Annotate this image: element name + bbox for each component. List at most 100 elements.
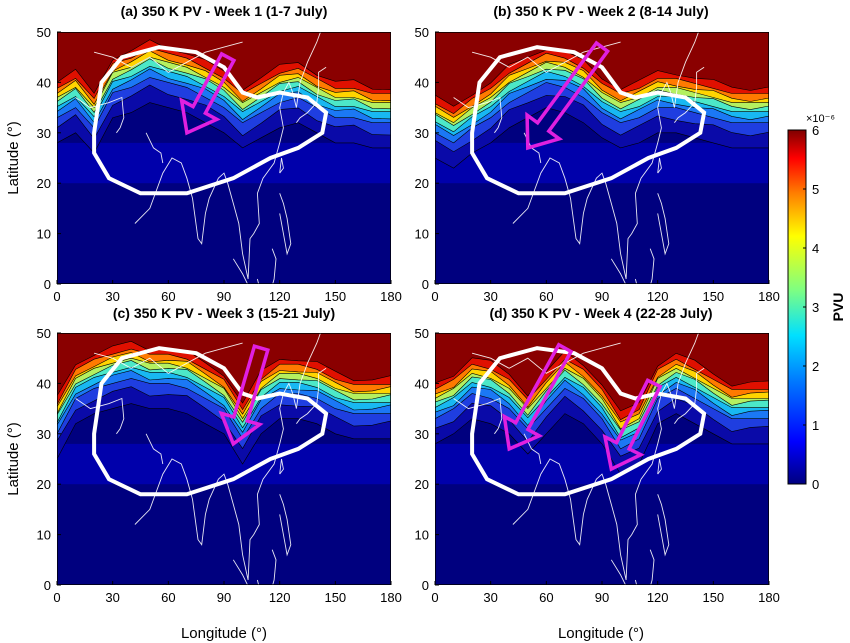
y-tick-label: 20 [415, 477, 429, 492]
coastline-segment [279, 458, 284, 475]
y-tick-label: 10 [415, 227, 429, 242]
x-tick-labels: 0 30 60 90 120 150 180 [431, 581, 780, 605]
x-tick-label: 30 [105, 289, 119, 304]
y-tick-label: 50 [415, 25, 429, 40]
x-tick-label: 60 [539, 289, 553, 304]
colorbar-tick-label: 5 [812, 182, 819, 197]
coastline-segment [657, 494, 670, 557]
x-axis-label-right: Longitude (°) [558, 625, 644, 642]
colorbar-tick-label: 3 [812, 300, 819, 315]
coastline-segment [634, 248, 655, 284]
y-tick-label: 40 [415, 75, 429, 90]
x-tick-label: 0 [431, 590, 438, 605]
anticyclone-contour [92, 346, 329, 497]
y-tick-labels: 0 10 20 30 40 50 [415, 326, 439, 593]
colorbar-tick-label: 6 [812, 123, 819, 138]
x-tick-label: 90 [595, 289, 609, 304]
y-axis-label-top: Latitude (°) [5, 121, 22, 195]
x-tick-labels: 0 30 60 90 120 150 180 [53, 581, 402, 605]
colorbar-tick-label: 2 [812, 359, 819, 374]
coastline-segment [232, 559, 249, 585]
y-tick-labels: 0 10 20 30 40 50 [415, 25, 439, 292]
y-tick-label: 40 [37, 376, 51, 391]
x-tick-label: 90 [217, 590, 231, 605]
intrusion-arrows [525, 40, 611, 151]
intrusion-arrows [179, 51, 237, 136]
y-tick-label: 50 [37, 25, 51, 40]
coastline-segment [610, 559, 627, 585]
intrusion-arrow [179, 51, 237, 136]
coastline-segment [256, 549, 277, 585]
coastline-segment [75, 96, 125, 134]
x-tick-label: 0 [431, 289, 438, 304]
y-tick-label: 40 [415, 376, 429, 391]
x-axis-label-left: Longitude (°) [181, 625, 267, 642]
intrusion-arrows [218, 344, 270, 447]
panel-b: (b) 350 K PV - Week 2 (8-14 July) 0 10 20 3… [415, 3, 780, 304]
x-tick-label: 0 [53, 289, 60, 304]
y-tick-label: 50 [37, 326, 51, 341]
panel-title: (b) 350 K PV - Week 2 (8-14 July) [493, 3, 708, 19]
anticyclone-contour [470, 346, 707, 497]
colorbar-tick-label: 1 [812, 418, 819, 433]
x-tick-labels: 0 30 60 90 120 150 180 [53, 280, 402, 304]
intrusion-arrow [602, 377, 663, 472]
colorbar-tick-labels: 0 1 2 3 4 5 6 [803, 123, 819, 492]
coastline-segment [279, 494, 292, 557]
y-tick-label: 20 [37, 477, 51, 492]
y-tick-label: 0 [422, 277, 429, 292]
coastline-segment [145, 132, 164, 164]
x-tick-label: 120 [269, 590, 291, 605]
coastline-segment [279, 193, 292, 256]
coastline-segment [75, 397, 125, 435]
y-tick-label: 30 [37, 427, 51, 442]
y-tick-labels: 0 10 20 30 40 50 [37, 25, 61, 292]
x-tick-label: 180 [758, 289, 780, 304]
y-tick-label: 20 [37, 176, 51, 191]
y-axis-label-bottom: Latitude (°) [5, 422, 22, 496]
x-tick-label: 90 [595, 590, 609, 605]
x-tick-label: 150 [702, 590, 724, 605]
coastline-segment [256, 248, 277, 284]
coastline-segment [279, 157, 284, 174]
x-tick-label: 180 [380, 590, 402, 605]
coastline-segment [657, 193, 670, 256]
pv-low-band [57, 142, 391, 184]
coastline-segment [657, 458, 662, 475]
x-tick-label: 150 [702, 289, 724, 304]
coastline-segment [610, 258, 627, 284]
y-tick-label: 0 [44, 578, 51, 593]
y-tick-label: 10 [37, 227, 51, 242]
map-area [435, 32, 769, 284]
anticyclone-contour [470, 45, 707, 196]
coastline-segment [634, 549, 655, 585]
coastline-segment [232, 258, 249, 284]
y-tick-labels: 0 10 20 30 40 50 [37, 326, 61, 593]
anticyclone-contour [92, 45, 329, 196]
map-area [57, 333, 391, 585]
panel-d: (d) 350 K PV - Week 4 (22-28 July) 0 10 20… [415, 305, 780, 605]
coastline-segment [453, 96, 503, 134]
panel-title: (a) 350 K PV - Week 1 (1-7 July) [121, 3, 328, 19]
y-tick-label: 50 [415, 326, 429, 341]
x-tick-label: 30 [483, 289, 497, 304]
panel-a: (a) 350 K PV - Week 1 (1-7 July) 0 10 20 30… [37, 3, 402, 304]
x-tick-label: 180 [380, 289, 402, 304]
x-tick-label: 150 [324, 289, 346, 304]
y-tick-label: 30 [415, 427, 429, 442]
x-tick-label: 30 [483, 590, 497, 605]
y-tick-label: 10 [415, 528, 429, 543]
x-tick-label: 180 [758, 590, 780, 605]
pv-low-band [57, 443, 391, 485]
panel-title: (d) 350 K PV - Week 4 (22-28 July) [489, 305, 712, 321]
y-tick-label: 30 [37, 126, 51, 141]
y-tick-label: 40 [37, 75, 51, 90]
x-tick-label: 60 [161, 590, 175, 605]
x-tick-label: 150 [324, 590, 346, 605]
intrusion-arrow [525, 40, 611, 151]
y-tick-label: 20 [415, 176, 429, 191]
colorbar-tick-label: 4 [812, 241, 819, 256]
x-tick-label: 90 [217, 289, 231, 304]
panel-title: (c) 350 K PV - Week 3 (15-21 July) [113, 305, 335, 321]
